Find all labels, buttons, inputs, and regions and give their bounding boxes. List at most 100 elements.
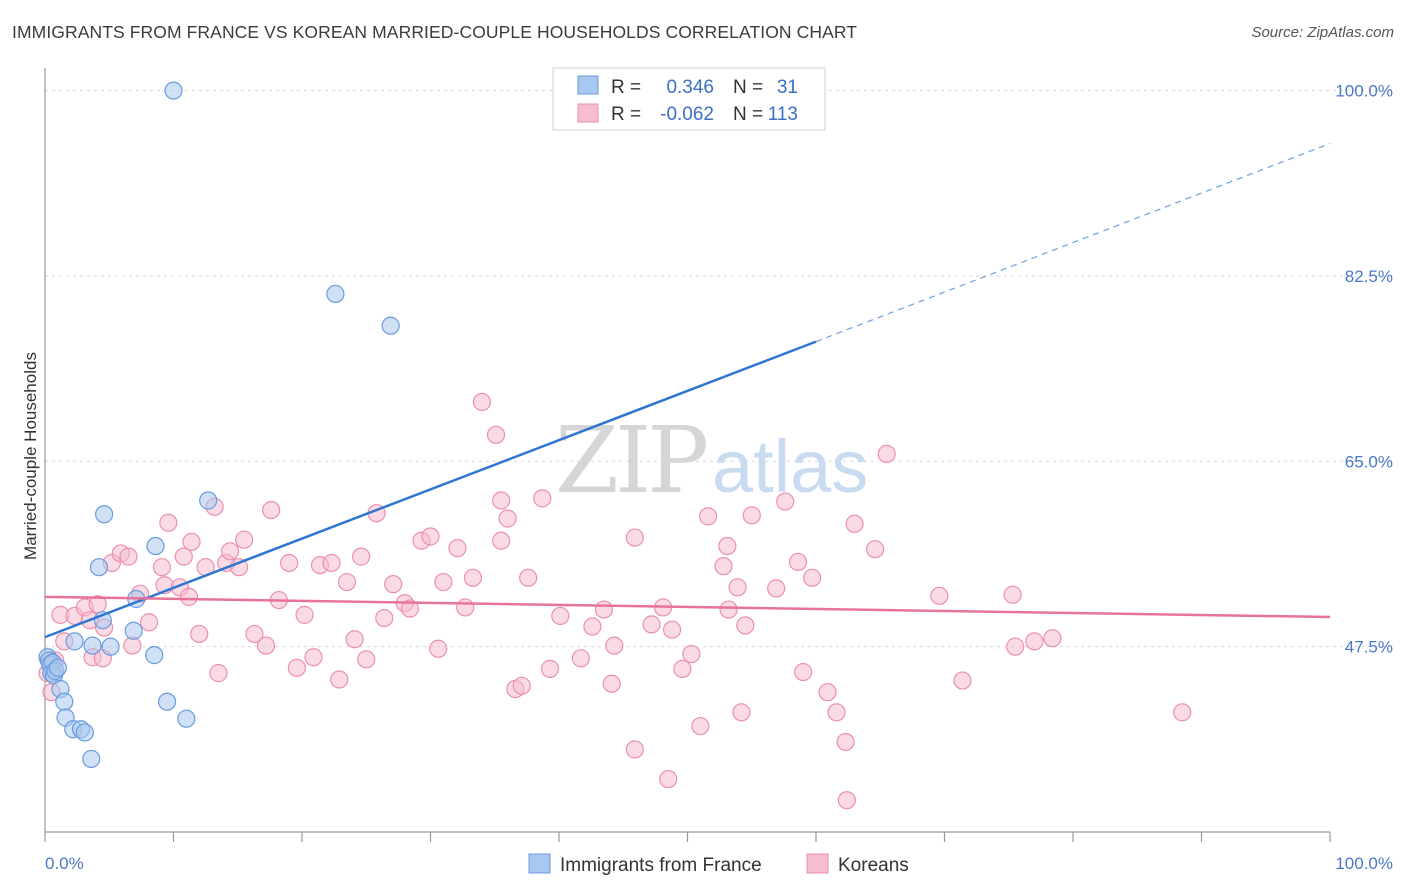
korean-point [322,553,341,573]
watermark-zip: ZIP [555,407,706,514]
korean-point [718,536,737,556]
korean-point [400,599,420,618]
bottom-legend-label-koreans: Koreans [838,855,909,876]
legend-swatch-blue [577,75,599,95]
korean-point [1025,632,1044,651]
korean-point [384,575,403,594]
korean-point [540,659,560,678]
korean-point [330,670,349,689]
x-tick-label-max: 100.0% [1335,854,1393,873]
korean-point [190,624,209,644]
korean-point [551,606,570,626]
korean-point [421,527,440,546]
korean-point [1043,629,1062,648]
korean-point [375,608,394,628]
korean-point [732,703,751,722]
legend-r-label-2: R = [611,104,641,125]
korean-point [788,552,808,572]
france-point [89,558,109,577]
korean-point [280,553,299,573]
korean-point [179,587,199,606]
korean-point [803,568,822,587]
france-point [65,632,84,651]
korean-point [159,513,178,532]
x-ticks [44,832,1331,842]
france-point [48,658,67,677]
france-point [83,636,102,655]
korean-point [930,586,949,605]
legend-r-label-1: R = [611,77,641,98]
korean-point [728,578,747,597]
korean-point [492,491,511,510]
korean-point [245,624,264,644]
korean-point [673,659,692,678]
korean-point [429,639,448,658]
france-point [75,723,94,742]
y-tick-label: 82.5% [1345,267,1393,286]
korean-point [625,740,644,759]
korean-trend-line [44,595,1331,619]
france-point [177,709,196,728]
korean-point [602,674,621,693]
legend-n-value-1: 31 [777,77,798,98]
source-label: Source: ZipAtlas.com [1251,24,1394,41]
korean-point [827,703,846,722]
korean-point [719,600,738,619]
y-tick-label: 65.0% [1345,452,1393,471]
legend-n-label-1: N = [733,77,763,98]
korean-point [448,539,467,558]
korean-point [256,636,276,655]
korean-point [463,568,483,587]
legend-r-value-1: 0.346 [666,77,714,98]
legend-n-value-2: 113 [768,104,798,125]
france-point [199,491,218,510]
france-point [157,692,177,711]
chart-title: IMMIGRANTS FROM FRANCE VS KOREAN MARRIED… [12,22,858,42]
stats-legend: R = 0.346 N = 31 R = -0.062 N = 113 [552,67,826,131]
france-point [101,637,120,656]
korean-point [220,542,240,561]
korean-point [345,630,364,649]
korean-point [456,598,475,617]
korean-point [571,649,590,668]
korean-point [837,791,856,810]
y-axis-title: Married-couple Households [21,352,40,560]
korean-point [492,531,511,550]
korean-point [776,492,795,511]
korean-point [119,547,138,566]
bottom-legend-label-france: Immigrants from France [560,855,762,876]
bottom-legend-swatch-blue [528,853,551,874]
korean-point [836,732,855,752]
bottom-legend: Immigrants from France Koreans [528,853,909,876]
korean-point [152,558,172,577]
watermark: ZIP atlas [555,407,868,514]
korean-point [742,506,761,525]
korean-point [533,489,552,508]
korean-point [434,572,453,592]
france-point [82,749,101,769]
korean-point [209,664,228,683]
korean-point [767,579,786,598]
france-point [164,81,183,100]
korean-point [736,616,755,635]
x-tick-label-min: 0.0% [45,854,84,873]
korean-point [519,568,538,587]
korean-point [174,547,193,566]
korean-point [1006,637,1025,656]
series-immigrants-from-france [38,81,400,769]
korean-point [498,509,517,528]
korean-point [262,500,281,520]
y-tick-label: 47.5% [1345,638,1393,657]
france-point [55,692,74,711]
korean-point [662,620,682,639]
bottom-legend-swatch-pink [806,853,829,874]
france-trend-line [44,340,817,639]
korean-point [818,683,837,702]
korean-point [357,650,376,669]
france-point [95,505,114,524]
korean-point [714,557,733,576]
y-tick-label: 100.0% [1335,82,1393,101]
korean-point [877,444,896,463]
korean-point [1003,585,1022,604]
korean-point [472,392,491,412]
